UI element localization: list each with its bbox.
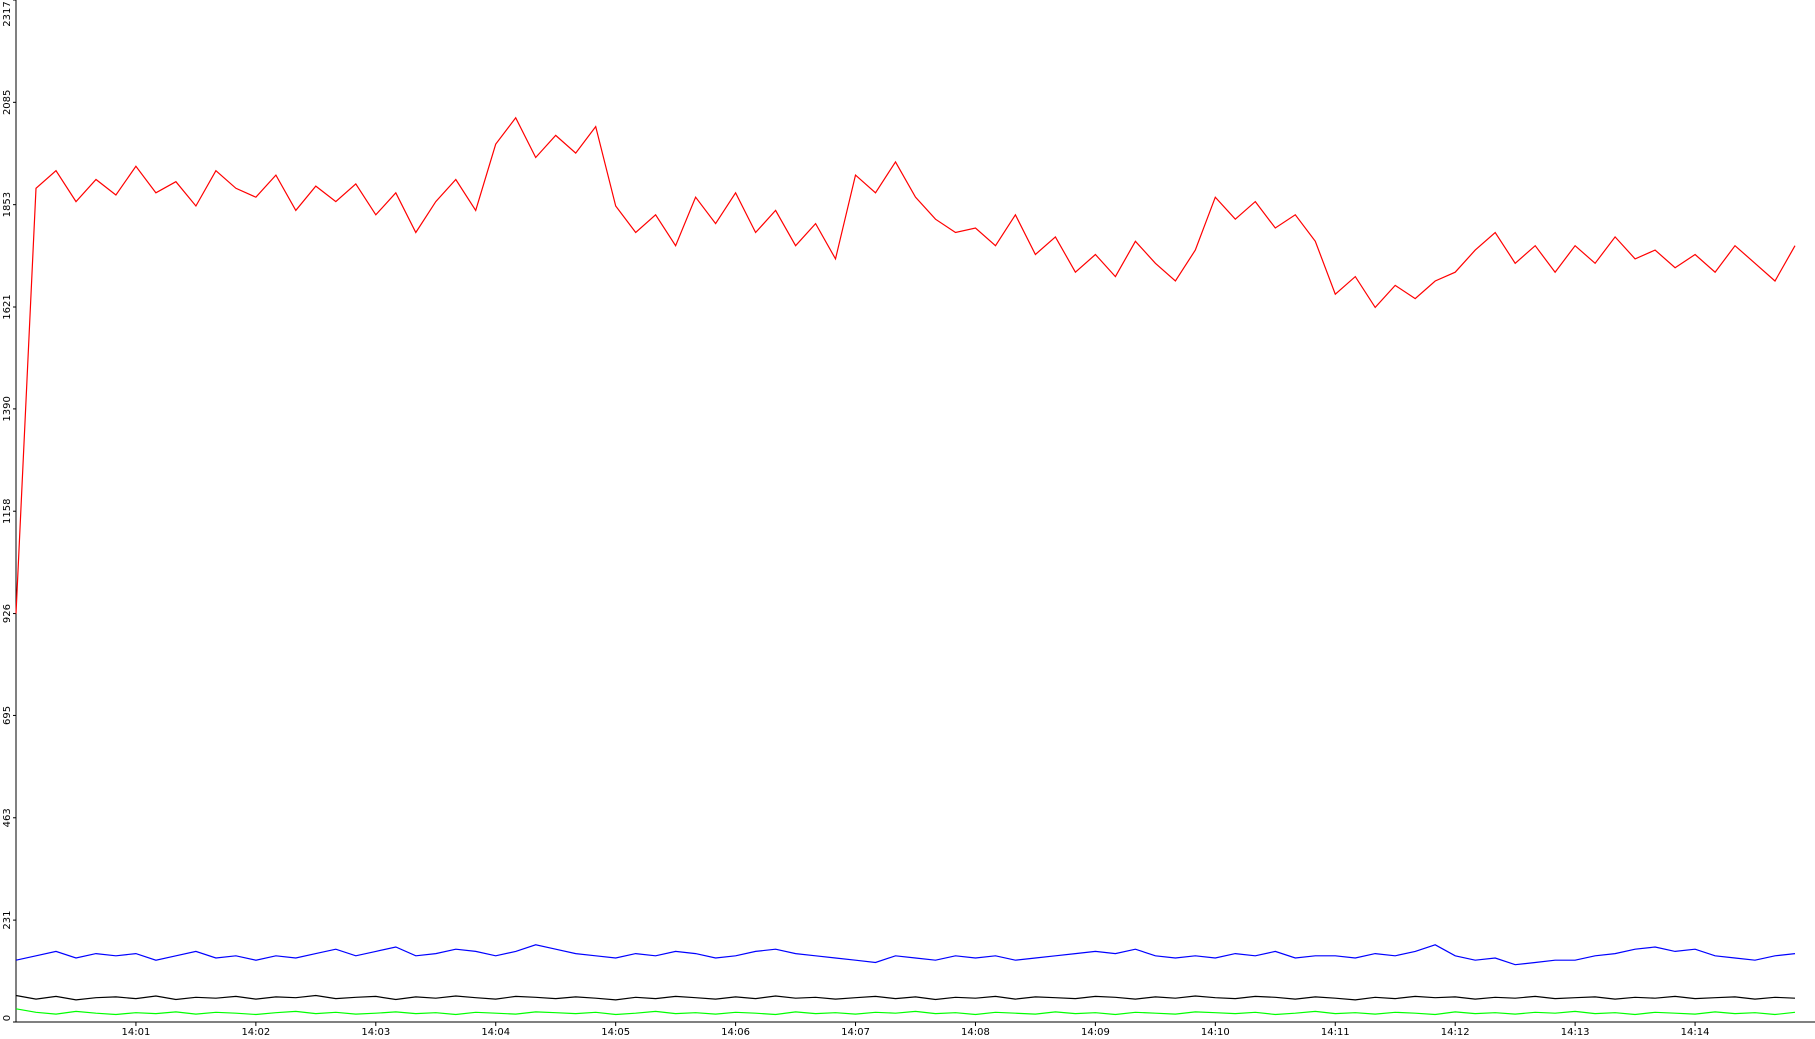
x-tick-label: 14:13	[1561, 1027, 1590, 1038]
y-tick-label: 2317	[2, 1, 13, 26]
y-tick-label: 463	[2, 808, 13, 827]
y-tick-label: 0	[2, 1015, 13, 1021]
series-line	[15, 1008, 1796, 1016]
x-tick-label: 14:10	[1201, 1027, 1230, 1038]
x-tick-label: 14:06	[721, 1027, 750, 1038]
y-tick-label: 1390	[2, 396, 13, 421]
x-tick-label: 14:04	[481, 1027, 510, 1038]
series-line	[15, 944, 1796, 966]
x-tick-label: 14:07	[841, 1027, 870, 1038]
series-line	[15, 994, 1796, 1001]
series-line	[15, 116, 1796, 614]
y-tick-label: 695	[2, 706, 13, 725]
y-tick-label: 1158	[2, 498, 13, 523]
x-tick-label: 14:02	[241, 1027, 270, 1038]
x-tick-label: 14:09	[1081, 1027, 1110, 1038]
x-tick-label: 14:08	[961, 1027, 990, 1038]
x-tick-label: 14:03	[361, 1027, 390, 1038]
y-tick-label: 231	[2, 911, 13, 930]
y-tick-label: 926	[2, 604, 13, 623]
x-tick-label: 14:01	[122, 1027, 151, 1038]
y-tick-label: 1853	[2, 192, 13, 217]
x-tick-label: 14:12	[1441, 1027, 1470, 1038]
x-tick-label: 14:05	[601, 1027, 630, 1038]
y-tick-label: 2085	[2, 90, 13, 115]
x-tick-label: 14:14	[1681, 1027, 1710, 1038]
x-tick-label: 14:11	[1321, 1027, 1350, 1038]
y-tick-label: 1621	[2, 294, 13, 319]
